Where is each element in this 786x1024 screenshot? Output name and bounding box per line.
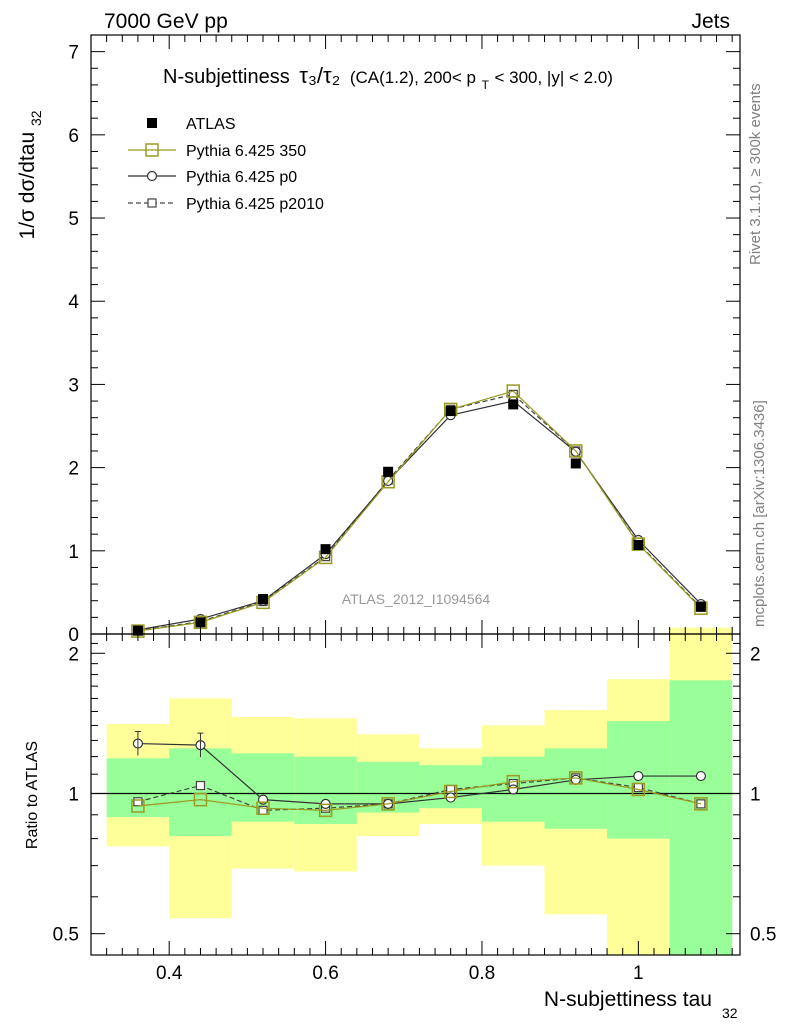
pythia-350-ratio-point — [631, 782, 646, 797]
x-axis-label-sub: 32 — [722, 1005, 738, 1021]
y-tick-label: 7 — [68, 43, 79, 64]
atlas-data-point — [383, 466, 394, 477]
pythia-p2010-ratio-point — [195, 780, 206, 791]
x-axis-label: N-subjettiness tau — [544, 988, 712, 1011]
legend-label-pythia-p2010: Pythia 6.425 p2010 — [186, 196, 324, 213]
ratio-y-axis-label: Ratio to ATLAS — [24, 741, 41, 849]
title-cond-sub: T — [482, 78, 490, 92]
atlas-data-point — [320, 544, 331, 555]
axes: 0.4 0.6 0.8 1 0 1 2 3 4 5 6 7 0.5 0.5 1 1 2 2 — [53, 34, 776, 984]
legend-label-pythia-p0: Pythia 6.425 p0 — [186, 169, 297, 186]
atlas-data-point — [258, 594, 269, 605]
pythia-350-ratio-point — [569, 771, 583, 785]
legend-marker-open-square-small — [147, 198, 157, 208]
side-label-top: Rivet 3.1.10, ≥ 300k events — [747, 83, 764, 265]
y-tick-label: 6 — [68, 126, 79, 147]
pythia-350-ratio-point — [131, 799, 145, 813]
atlas-data-point — [570, 458, 581, 469]
pythia-350-ratio-point — [506, 774, 520, 789]
legend-item-pythia-350: Pythia 6.425 350 — [128, 143, 306, 160]
side-label-bottom: mcplots.cern.ch [arXiv:1306.3436] — [751, 400, 768, 627]
title-cond-tail: < 300, |y| < 2.0) — [494, 68, 612, 87]
pythia-p0-ratio-line — [137, 742, 701, 805]
legend-marker-open-square — [145, 143, 159, 157]
atlas-data-point — [695, 601, 706, 612]
pythia-p0-ratio-point — [695, 770, 707, 782]
legend: ATLAS Pythia 6.425 350 Pythia 6.425 p0 P… — [128, 116, 324, 213]
y-tick-label: 5 — [68, 209, 79, 230]
pythia-350-ratio-line — [137, 777, 702, 811]
x-tick-label: 0.8 — [469, 963, 495, 984]
ratio-y-tick-label-right: 1 — [750, 784, 761, 805]
header-right: Jets — [691, 10, 730, 33]
pythia-350-ratio-point — [381, 797, 395, 811]
green-band-bin — [169, 748, 232, 837]
legend-item-atlas: ATLAS — [147, 116, 236, 133]
pythia-350-ratio-point — [193, 792, 208, 807]
pythia-p2010-ratio-point — [133, 797, 143, 807]
y-tick-label: 2 — [68, 459, 79, 480]
pythia-p0-ratio-point — [570, 774, 581, 785]
y-axis-label: 1/σ dσ/dtau 32 — [16, 110, 44, 239]
atlas-data-point — [508, 399, 519, 410]
y-tick-label: 4 — [68, 292, 79, 313]
title-main: N-subjettiness — [163, 66, 290, 88]
legend-item-pythia-p2010: Pythia 6.425 p2010 — [128, 196, 324, 213]
legend-marker-filled-square — [147, 118, 157, 128]
green-band-bin — [106, 758, 170, 818]
ratio-y-tick-label-right: 0.5 — [750, 925, 776, 946]
y-tick-label: 3 — [68, 375, 79, 396]
pythia-350-point — [506, 384, 520, 398]
ratio-frame — [90, 633, 741, 956]
title-ratio: τ₃/τ₂ — [299, 63, 340, 88]
legend-item-pythia-p0: Pythia 6.425 p0 — [128, 169, 297, 186]
legend-label-atlas: ATLAS — [186, 116, 236, 133]
ratio-y-tick-label: 0.5 — [53, 925, 79, 946]
legend-label-pythia-350: Pythia 6.425 350 — [186, 143, 306, 160]
chart-title: N-subjettiness τ₃/τ₂ (CA(1.2), 200< p T … — [163, 63, 613, 94]
pythia-350-point — [631, 537, 646, 551]
pythia-350-ratio-point — [318, 803, 333, 818]
green-band-bin — [544, 748, 608, 829]
green-band-bin — [294, 756, 357, 824]
analysis-watermark: ATLAS_2012_I1094564 — [342, 591, 491, 607]
header-left: 7000 GeV pp — [104, 10, 228, 33]
pythia-350-ratio-point — [443, 784, 458, 799]
pythia-p0-line — [137, 400, 702, 631]
legend-marker-open-circle — [146, 170, 158, 182]
y-axis-label-main: 1/σ dσ/dtau — [16, 132, 39, 240]
ratio-y-tick-label-right: 2 — [750, 644, 761, 665]
pythia-350-ratio-point — [694, 797, 708, 811]
y-axis-label-sub: 32 — [28, 110, 44, 126]
x-tick-label: 0.6 — [312, 963, 338, 984]
pythia-p0-ratio-point — [633, 770, 644, 782]
pythia-350-point — [569, 444, 583, 458]
x-tick-label: 1 — [633, 963, 644, 984]
y-tick-label: 0 — [68, 625, 79, 646]
pythia-p2010-ratio-line — [137, 777, 702, 811]
pythia-p0-ratio-point — [508, 784, 519, 795]
x-tick-label: 0.4 — [156, 963, 183, 984]
green-band-bin — [669, 680, 733, 955]
ratio-y-tick-label: 1 — [68, 784, 79, 805]
pythia-350-ratio-point — [256, 801, 270, 815]
atlas-data-point — [445, 406, 456, 417]
ratio-y-tick-label: 2 — [68, 644, 79, 665]
y-tick-label: 1 — [68, 542, 79, 563]
atlas-data-point — [195, 617, 206, 628]
main-series — [131, 384, 708, 638]
atlas-data-point — [633, 539, 644, 550]
title-cond: (CA(1.2), 200< p — [350, 68, 476, 87]
ratio-series — [131, 731, 708, 818]
pythia-350-line — [137, 390, 702, 632]
